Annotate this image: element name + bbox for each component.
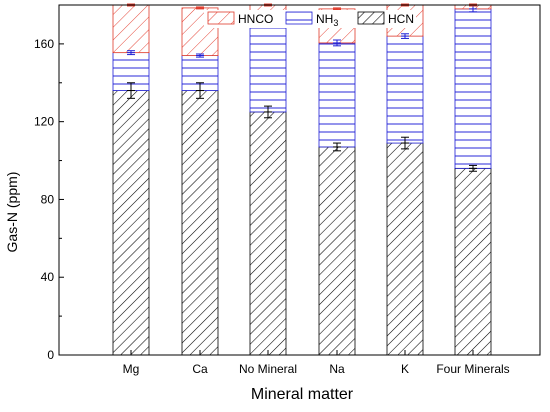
error-bar-nh3-4: [401, 33, 409, 39]
legend-swatch-hcn: [357, 11, 385, 25]
legend-label-nh3: NH3: [316, 12, 338, 28]
y-tick-label-1: 40: [41, 270, 55, 284]
bar-segment-hcn-0: [112, 90, 150, 356]
bars-layer: [112, 4, 492, 356]
error-bar-nh3-3: [333, 39, 341, 47]
bar-segment-hnco-0: [112, 4, 150, 54]
error-bar-hcn-1: [196, 82, 204, 99]
axes-layer: 0 40 80 120 160 Mg Ca No Mineral Na K Four Mineral…: [34, 4, 541, 376]
error-bar-hcn-5: [469, 164, 477, 172]
y-tick-label-2: 80: [41, 192, 55, 206]
x-tick-label-1: Ca: [192, 362, 208, 376]
legend-label-hnco: HNCO: [238, 12, 273, 26]
bar-segment-hcn-1: [181, 90, 219, 356]
error-bar-hnco-3: [333, 7, 341, 11]
legend-item-nh3: NH3: [285, 11, 338, 28]
bar-segment-nh3-2: [249, 24, 287, 113]
x-tick-label-4: K: [401, 362, 409, 376]
bar-segment-hcn-5: [454, 167, 492, 356]
bar-segment-nh3-3: [318, 42, 356, 148]
legend-label-hcn: HCN: [388, 12, 414, 26]
error-bar-nh3-1: [196, 53, 204, 58]
legend-item-hnco: HNCO: [207, 11, 273, 26]
x-axis-title: Mineral matter: [251, 386, 354, 403]
y-tick-label-0: 0: [47, 348, 54, 362]
bar-segment-nh3-4: [386, 35, 424, 144]
legend-swatch-hnco: [207, 11, 235, 25]
error-bars-layer: [127, 3, 477, 172]
y-tick-label-4: 160: [34, 37, 54, 51]
legend: HNCO NH3 HCN: [204, 10, 416, 28]
error-bar-hcn-3: [333, 142, 341, 152]
y-axis-title: Gas-N (ppm): [4, 172, 20, 253]
x-tick-label-5: Four Minerals: [436, 362, 509, 376]
y-tick-label-3: 120: [34, 115, 54, 129]
bar-segment-hcn-3: [318, 146, 356, 356]
error-bar-hnco-1: [196, 6, 204, 10]
x-tick-label-3: Na: [329, 362, 345, 376]
x-tick-label-0: Mg: [123, 362, 140, 376]
bar-segment-hcn-4: [386, 142, 424, 356]
plot-frame: [58, 4, 541, 356]
legend-swatch-nh3: [285, 11, 313, 25]
bar-segment-nh3-5: [454, 8, 492, 169]
error-bar-nh3-0: [127, 50, 135, 56]
error-bar-hcn-4: [401, 136, 409, 150]
error-bar-hcn-0: [127, 82, 135, 99]
x-tick-label-2: No Mineral: [239, 362, 297, 376]
bar-segment-hcn-2: [249, 111, 287, 356]
legend-item-hcn: HCN: [357, 11, 414, 26]
error-bar-hcn-2: [264, 105, 272, 119]
